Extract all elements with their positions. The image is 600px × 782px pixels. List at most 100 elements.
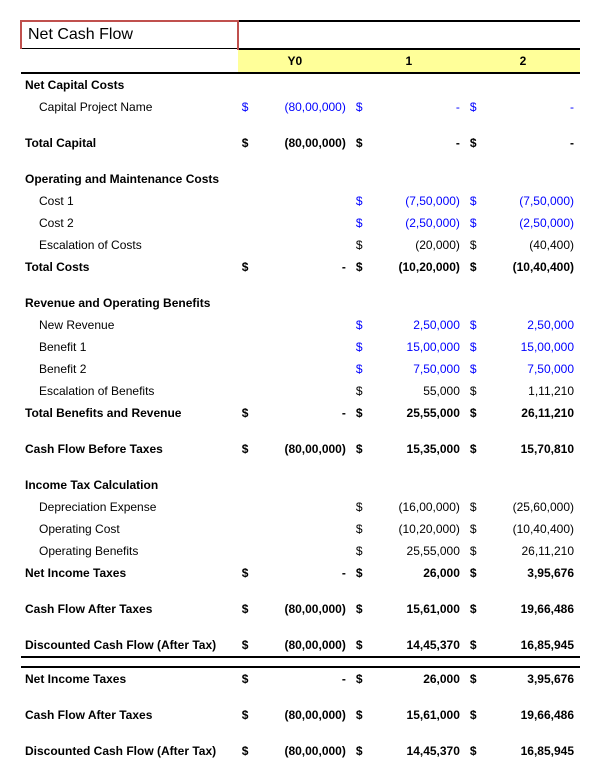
cell-value <box>261 292 352 314</box>
cell-value <box>261 314 352 336</box>
cell-value: 16,85,945 <box>489 634 580 657</box>
currency-symbol: $ <box>466 380 489 402</box>
currency-symbol <box>352 168 375 190</box>
currency-symbol: $ <box>466 438 489 460</box>
spacer-cell <box>21 154 580 168</box>
cell-value: - <box>375 96 466 118</box>
currency-symbol: $ <box>352 562 375 584</box>
currency-symbol <box>238 73 261 96</box>
currency-symbol: $ <box>466 96 489 118</box>
currency-symbol: $ <box>466 496 489 518</box>
cell-value: (16,00,000) <box>375 496 466 518</box>
table-row: New Revenue$2,50,000$2,50,000 <box>21 314 580 336</box>
cell-value: 15,00,000 <box>489 336 580 358</box>
currency-symbol: $ <box>238 132 261 154</box>
currency-symbol: $ <box>466 562 489 584</box>
cell-value: 16,85,945 <box>489 740 580 762</box>
cell-value: (40,400) <box>489 234 580 256</box>
table-row <box>21 118 580 132</box>
table-row: Discounted Cash Flow (After Tax)$(80,00,… <box>21 634 580 657</box>
header-col-1: 1 <box>352 49 466 73</box>
currency-symbol: $ <box>466 190 489 212</box>
currency-symbol: $ <box>466 704 489 726</box>
cell-value: (80,00,000) <box>261 132 352 154</box>
cell-value <box>489 73 580 96</box>
cell-value: 7,50,000 <box>489 358 580 380</box>
cell-value <box>261 496 352 518</box>
cell-value: - <box>261 667 352 690</box>
currency-symbol: $ <box>352 190 375 212</box>
cell-value: (80,00,000) <box>261 704 352 726</box>
cell-value: 19,66,486 <box>489 704 580 726</box>
currency-symbol: $ <box>352 438 375 460</box>
table-row: Discounted Cash Flow (After Tax)$(80,00,… <box>21 740 580 762</box>
cell-value <box>261 358 352 380</box>
spacer-cell <box>21 278 580 292</box>
table-row: Benefit 2$7,50,000$7,50,000 <box>21 358 580 380</box>
header-row: Y0 1 2 <box>21 49 580 73</box>
cell-value: - <box>261 402 352 424</box>
currency-symbol <box>352 292 375 314</box>
row-label: Benefit 2 <box>21 358 238 380</box>
cell-value: 3,95,676 <box>489 562 580 584</box>
cell-value: 3,95,676 <box>489 667 580 690</box>
currency-symbol <box>238 496 261 518</box>
spacer-cell <box>21 460 580 474</box>
cell-value <box>489 292 580 314</box>
row-label: Escalation of Costs <box>21 234 238 256</box>
currency-symbol: $ <box>352 667 375 690</box>
cell-value <box>375 474 466 496</box>
currency-symbol: $ <box>466 598 489 620</box>
cell-value: 2,50,000 <box>375 314 466 336</box>
table-row: Operating and Maintenance Costs <box>21 168 580 190</box>
cell-value: - <box>261 256 352 278</box>
table-row: Total Capital$(80,00,000)$-$- <box>21 132 580 154</box>
row-label: Net Capital Costs <box>21 73 238 96</box>
currency-symbol: $ <box>466 314 489 336</box>
cell-value <box>375 292 466 314</box>
cell-value: 15,61,000 <box>375 598 466 620</box>
row-label: Benefit 1 <box>21 336 238 358</box>
cell-value <box>489 474 580 496</box>
currency-symbol <box>238 380 261 402</box>
row-label: Operating and Maintenance Costs <box>21 168 238 190</box>
row-label: Operating Cost <box>21 518 238 540</box>
cell-value: 15,00,000 <box>375 336 466 358</box>
table-row: Net Income Taxes$-$26,000$3,95,676 <box>21 562 580 584</box>
row-label: Cash Flow Before Taxes <box>21 438 238 460</box>
table-row <box>21 584 580 598</box>
table-row: Total Benefits and Revenue$-$25,55,000$2… <box>21 402 580 424</box>
row-label: Total Costs <box>21 256 238 278</box>
cell-value: (80,00,000) <box>261 598 352 620</box>
row-label: Capital Project Name <box>21 96 238 118</box>
cell-value: 14,45,370 <box>375 740 466 762</box>
row-label: Cash Flow After Taxes <box>21 598 238 620</box>
cell-value <box>375 73 466 96</box>
cell-value <box>261 168 352 190</box>
cell-value: 15,61,000 <box>375 704 466 726</box>
table-row: Cash Flow After Taxes$(80,00,000)$15,61,… <box>21 704 580 726</box>
currency-symbol: $ <box>238 256 261 278</box>
row-label: Income Tax Calculation <box>21 474 238 496</box>
row-label: Depreciation Expense <box>21 496 238 518</box>
currency-symbol: $ <box>352 256 375 278</box>
table-row <box>21 620 580 634</box>
cell-value <box>489 168 580 190</box>
cell-value: 15,35,000 <box>375 438 466 460</box>
currency-symbol: $ <box>466 667 489 690</box>
currency-symbol: $ <box>352 518 375 540</box>
cell-value: 25,55,000 <box>375 540 466 562</box>
currency-symbol <box>466 292 489 314</box>
table-row: Capital Project Name$(80,00,000)$-$- <box>21 96 580 118</box>
currency-symbol: $ <box>352 598 375 620</box>
cell-value: 26,11,210 <box>489 540 580 562</box>
cell-value: 26,000 <box>375 667 466 690</box>
cell-value <box>261 212 352 234</box>
currency-symbol: $ <box>352 234 375 256</box>
table-row: Cost 2$(2,50,000)$(2,50,000) <box>21 212 580 234</box>
table-row <box>21 154 580 168</box>
row-label: Cost 2 <box>21 212 238 234</box>
row-label: Net Income Taxes <box>21 562 238 584</box>
currency-symbol: $ <box>352 358 375 380</box>
spacer-cell <box>21 690 580 704</box>
